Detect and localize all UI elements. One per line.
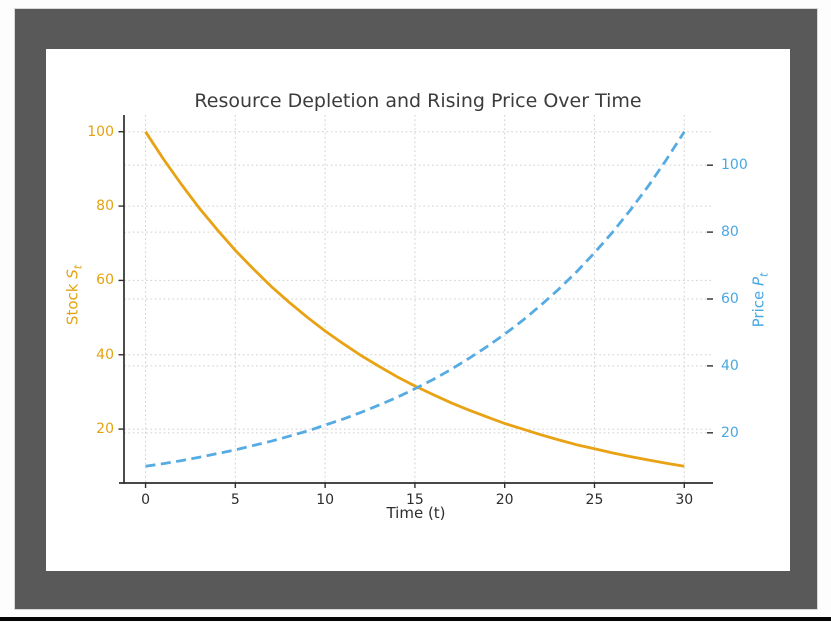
x-tick-label: 25	[585, 492, 604, 508]
x-tick-label: 5	[230, 492, 240, 508]
figure-canvas: Resource Depletion and Rising Price Over…	[46, 49, 790, 571]
x-tick-label: 15	[405, 492, 424, 508]
right-axis-label: Price Pt	[750, 273, 771, 328]
right-axis-label-subscript: t	[757, 272, 771, 277]
y-left-tick-label: 100	[87, 123, 114, 140]
y-right-tick-label: 60	[721, 291, 739, 307]
y-right-tick-label: 40	[721, 357, 739, 374]
y-left-tick-label: 60	[96, 272, 114, 289]
price-curve	[145, 130, 686, 468]
x-tick-label: 10	[316, 492, 335, 508]
y-right-tick-label: 100	[721, 157, 748, 174]
x-axis-label: Time (t)	[386, 504, 446, 522]
y-right-tick-label: 20	[721, 424, 739, 441]
plot-area	[118, 115, 713, 488]
left-axis-label-subscript: t	[71, 264, 85, 270]
left-axis-label-variable: S	[63, 269, 82, 279]
x-tick-label: 0	[141, 492, 151, 508]
x-tick-label: 20	[495, 492, 514, 508]
left-axis-label: Stock St	[64, 265, 85, 325]
stock-curve	[144, 130, 685, 468]
left-axis-label-text: Stock	[63, 278, 82, 326]
chart-title: Resource Depletion and Rising Price Over…	[194, 90, 642, 112]
bottom-bar	[0, 617, 831, 621]
y-left-tick-label: 20	[96, 421, 114, 438]
right-axis-label-variable: P	[749, 276, 768, 286]
y-left-tick-label: 80	[96, 198, 114, 215]
y-right-tick-label: 80	[721, 224, 739, 241]
y-left-tick-label: 40	[96, 346, 114, 363]
x-tick-label: 30	[675, 492, 694, 508]
right-axis-label-text: Price	[749, 286, 768, 328]
figure-frame: Resource Depletion and Rising Price Over…	[14, 8, 818, 610]
